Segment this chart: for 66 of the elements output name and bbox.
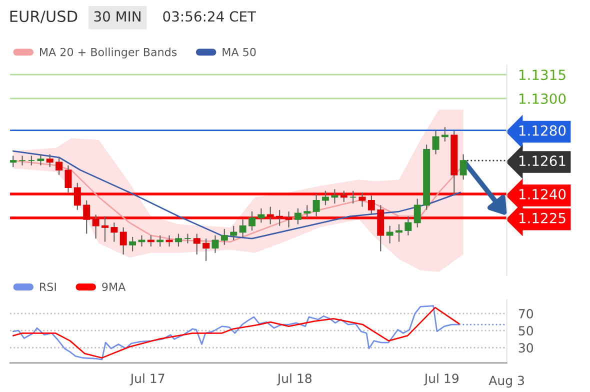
candlestick	[358, 192, 366, 208]
y-tick-label: 50	[518, 326, 533, 336]
candlestick	[258, 208, 265, 224]
candlestick	[441, 126, 448, 142]
candlestick	[386, 225, 394, 244]
candlestick	[10, 155, 17, 168]
y-tick-label: 70	[518, 309, 533, 318]
chart-title: EUR/USD	[10, 10, 78, 24]
candlestick	[368, 195, 375, 216]
text: Aug 3	[488, 376, 524, 388]
legend-label: MA 20 + Bollinger Bands	[40, 48, 177, 58]
candlestick	[202, 238, 210, 262]
candlestick	[230, 225, 238, 241]
y-tick-label: 1.1225	[519, 212, 566, 224]
legend-label: 9MA	[102, 282, 126, 292]
x-tick-label: Jul 19	[424, 373, 458, 386]
candlestick	[129, 236, 136, 252]
candlestick	[64, 164, 72, 193]
candlestick	[147, 234, 154, 248]
chart-subtitle: 30 MIN	[94, 11, 140, 22]
candlestick	[110, 222, 118, 242]
candlestick	[340, 190, 348, 203]
candlestick	[138, 234, 146, 248]
candlestick	[285, 210, 292, 228]
candlestick	[432, 130, 440, 155]
candlestick	[350, 190, 357, 204]
candlestick	[404, 216, 412, 236]
candlestick	[220, 228, 228, 246]
y-tick-label: 1.1261	[519, 156, 566, 166]
y-tick-label: 30	[518, 343, 533, 353]
x-tick-label: Jul 18	[276, 373, 312, 386]
x-tick-label: Jul 17	[130, 373, 164, 386]
candlestick	[460, 154, 467, 180]
candlestick	[322, 190, 329, 206]
y-tick-label: 1.1315	[519, 70, 566, 80]
candlestick	[248, 210, 256, 232]
candlestick	[37, 154, 44, 166]
candlestick	[184, 233, 192, 244]
candlestick	[56, 156, 63, 176]
text: 03:56:24 CET	[163, 11, 256, 22]
candlestick	[120, 226, 127, 256]
candlestick	[46, 154, 54, 168]
candlestick	[239, 218, 246, 238]
y-tick-label: 1.1280	[519, 125, 566, 136]
y-tick-label: 1.1300	[519, 93, 566, 104]
candlestick	[414, 198, 421, 228]
candlestick	[92, 214, 100, 240]
candlestick	[175, 233, 182, 248]
candlestick	[74, 182, 81, 210]
candlestick	[212, 234, 219, 254]
candlestick	[276, 209, 284, 226]
candlestick	[28, 155, 35, 166]
legend-label: MA 50	[222, 48, 256, 56]
candlestick	[166, 234, 173, 248]
candlestick	[304, 204, 311, 218]
candlestick	[83, 200, 90, 234]
y-tick-label: 1.1240	[519, 188, 566, 200]
candlestick	[294, 208, 302, 225]
candlestick	[331, 188, 338, 204]
candlestick	[396, 224, 402, 242]
candlestick	[18, 155, 26, 166]
candlestick	[193, 233, 200, 256]
legend-label: RSI	[40, 282, 56, 292]
candlestick	[312, 193, 320, 217]
candlestick	[156, 234, 164, 248]
candlestick	[101, 216, 108, 242]
